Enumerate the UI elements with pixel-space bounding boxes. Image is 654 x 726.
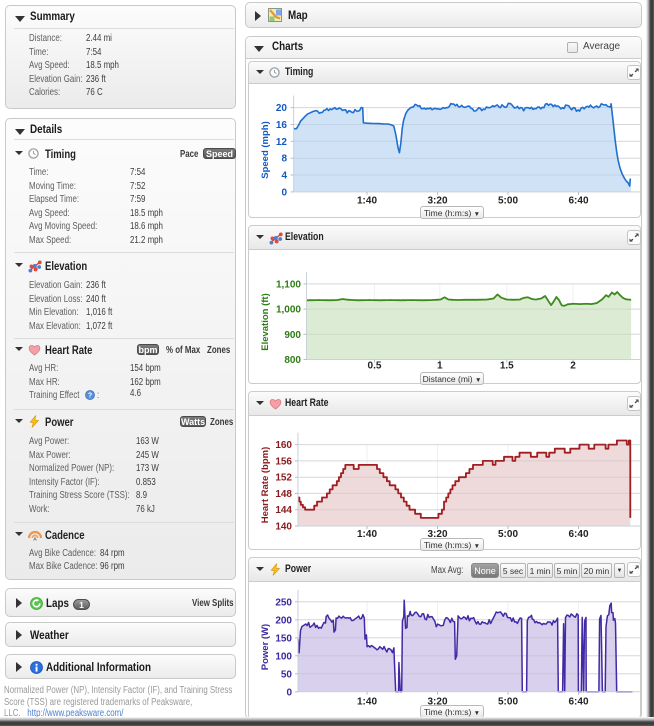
svg-text:Elevation (ft): Elevation (ft)	[260, 293, 271, 351]
svg-text:0: 0	[281, 187, 287, 198]
svg-text:1:40: 1:40	[357, 196, 377, 207]
svg-text:Power (W): Power (W)	[260, 624, 271, 670]
svg-text:160: 160	[275, 440, 292, 451]
svg-text:100: 100	[275, 651, 292, 662]
svg-text:152: 152	[275, 473, 292, 484]
svg-text:148: 148	[275, 489, 292, 500]
svg-text:140: 140	[275, 522, 292, 533]
svg-text:1: 1	[437, 360, 443, 371]
svg-text:16: 16	[276, 120, 288, 131]
svg-text:20: 20	[276, 103, 288, 114]
svg-text:6:40: 6:40	[568, 697, 588, 708]
svg-text:1,100: 1,100	[276, 279, 301, 290]
svg-text:5:00: 5:00	[498, 196, 518, 207]
svg-text:4: 4	[281, 171, 287, 182]
svg-text:0: 0	[286, 687, 292, 698]
svg-text:800: 800	[284, 355, 301, 366]
svg-text:200: 200	[275, 615, 292, 626]
svg-text:144: 144	[275, 505, 292, 516]
svg-text:1.5: 1.5	[500, 360, 514, 371]
svg-text:0.5: 0.5	[368, 360, 382, 371]
svg-text:3:20: 3:20	[427, 196, 447, 207]
svg-text:Heart Rate (bpm): Heart Rate (bpm)	[260, 447, 271, 524]
svg-text:Speed (mph): Speed (mph)	[260, 121, 271, 179]
svg-text:156: 156	[275, 456, 292, 467]
svg-text:2: 2	[570, 360, 576, 371]
svg-text:1:40: 1:40	[357, 529, 377, 540]
svg-text:8: 8	[281, 154, 287, 165]
svg-text:5:00: 5:00	[498, 529, 518, 540]
svg-text:3:20: 3:20	[427, 529, 447, 540]
svg-text:3:20: 3:20	[427, 697, 447, 708]
svg-text:12: 12	[276, 137, 288, 148]
svg-text:6:40: 6:40	[568, 529, 588, 540]
svg-text:?: ?	[88, 393, 92, 400]
svg-text:150: 150	[275, 633, 292, 644]
svg-text:50: 50	[281, 669, 293, 680]
svg-text:1:40: 1:40	[357, 697, 377, 708]
svg-text:1,000: 1,000	[276, 305, 301, 316]
svg-text:250: 250	[275, 597, 292, 608]
svg-text:6:40: 6:40	[568, 196, 588, 207]
svg-text:900: 900	[284, 330, 301, 341]
svg-text:5:00: 5:00	[498, 697, 518, 708]
